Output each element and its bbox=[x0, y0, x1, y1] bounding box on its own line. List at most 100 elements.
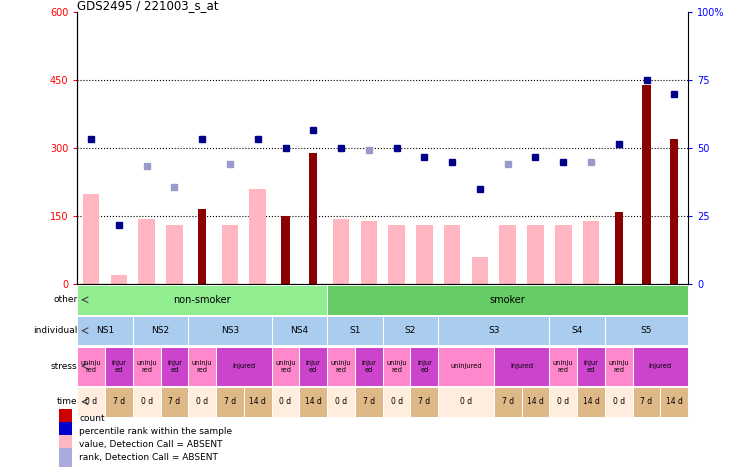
Bar bbox=[472, 257, 488, 284]
Bar bbox=[383, 387, 411, 417]
Bar bbox=[281, 216, 290, 284]
Bar bbox=[577, 387, 605, 417]
Bar bbox=[605, 387, 633, 417]
Bar bbox=[411, 347, 438, 385]
Bar bbox=[132, 387, 160, 417]
Bar bbox=[272, 347, 300, 385]
Bar bbox=[333, 219, 350, 284]
Text: 7 d: 7 d bbox=[502, 397, 514, 406]
Bar bbox=[605, 316, 688, 346]
Bar bbox=[59, 410, 72, 428]
Text: 7 d: 7 d bbox=[113, 397, 125, 406]
Text: 14 d: 14 d bbox=[582, 397, 599, 406]
Bar bbox=[633, 347, 688, 385]
Text: uninju
red: uninju red bbox=[609, 360, 629, 373]
Bar bbox=[300, 387, 328, 417]
Bar bbox=[198, 210, 206, 284]
Bar bbox=[328, 316, 383, 346]
Bar bbox=[438, 387, 494, 417]
Text: uninju
red: uninju red bbox=[81, 360, 102, 373]
Bar bbox=[605, 347, 633, 385]
Text: injured: injured bbox=[510, 363, 533, 369]
Bar bbox=[660, 387, 688, 417]
Bar bbox=[132, 347, 160, 385]
Text: 7 d: 7 d bbox=[363, 397, 375, 406]
Bar bbox=[555, 225, 572, 284]
Bar bbox=[383, 347, 411, 385]
Bar bbox=[643, 84, 651, 284]
Bar bbox=[216, 387, 244, 417]
Bar bbox=[105, 387, 132, 417]
Text: NS1: NS1 bbox=[96, 326, 114, 335]
Text: 7 d: 7 d bbox=[418, 397, 431, 406]
Bar bbox=[522, 387, 549, 417]
Text: injured: injured bbox=[233, 363, 255, 369]
Bar bbox=[59, 422, 72, 441]
Text: NS4: NS4 bbox=[291, 326, 308, 335]
Bar bbox=[444, 225, 461, 284]
Bar bbox=[549, 347, 577, 385]
Bar bbox=[670, 139, 679, 284]
Bar bbox=[105, 347, 132, 385]
Bar bbox=[188, 387, 216, 417]
Text: 14 d: 14 d bbox=[250, 397, 266, 406]
Bar bbox=[110, 275, 127, 284]
Bar bbox=[549, 387, 577, 417]
Bar bbox=[132, 316, 188, 346]
Text: non-smoker: non-smoker bbox=[174, 295, 231, 305]
Bar bbox=[494, 347, 549, 385]
Text: count: count bbox=[79, 414, 105, 423]
Text: S1: S1 bbox=[349, 326, 361, 335]
Bar bbox=[438, 347, 494, 385]
Text: time: time bbox=[57, 397, 77, 406]
Text: uninju
red: uninju red bbox=[192, 360, 213, 373]
Text: NS3: NS3 bbox=[221, 326, 239, 335]
Text: injur
ed: injur ed bbox=[417, 360, 432, 373]
Bar bbox=[160, 387, 188, 417]
Text: injur
ed: injur ed bbox=[306, 360, 321, 373]
Text: rank, Detection Call = ABSENT: rank, Detection Call = ABSENT bbox=[79, 453, 219, 462]
Text: percentile rank within the sample: percentile rank within the sample bbox=[79, 427, 233, 436]
Text: 14 d: 14 d bbox=[305, 397, 322, 406]
Bar bbox=[59, 435, 72, 454]
Bar bbox=[300, 347, 328, 385]
Text: value, Detection Call = ABSENT: value, Detection Call = ABSENT bbox=[79, 440, 223, 449]
Bar bbox=[577, 347, 605, 385]
Text: GDS2495 / 221003_s_at: GDS2495 / 221003_s_at bbox=[77, 0, 219, 12]
Text: 7 d: 7 d bbox=[224, 397, 236, 406]
Text: injur
ed: injur ed bbox=[111, 360, 127, 373]
Bar bbox=[383, 316, 438, 346]
Text: 7 d: 7 d bbox=[640, 397, 653, 406]
Bar bbox=[250, 189, 266, 284]
Text: injur
ed: injur ed bbox=[584, 360, 598, 373]
Bar bbox=[355, 387, 383, 417]
Text: S2: S2 bbox=[405, 326, 416, 335]
Text: uninju
red: uninju red bbox=[330, 360, 351, 373]
Bar bbox=[499, 225, 516, 284]
Bar bbox=[222, 225, 238, 284]
Text: injur
ed: injur ed bbox=[167, 360, 182, 373]
Text: uninju
red: uninju red bbox=[275, 360, 296, 373]
Bar bbox=[549, 316, 605, 346]
Bar bbox=[272, 387, 300, 417]
Text: NS2: NS2 bbox=[152, 326, 169, 335]
Text: uninjured: uninjured bbox=[450, 363, 482, 369]
Bar bbox=[328, 285, 688, 315]
Bar bbox=[527, 225, 544, 284]
Text: injur
ed: injur ed bbox=[361, 360, 376, 373]
Text: uninju
red: uninju red bbox=[136, 360, 157, 373]
Text: smoker: smoker bbox=[489, 295, 526, 305]
Bar bbox=[615, 212, 623, 284]
Text: S3: S3 bbox=[488, 326, 500, 335]
Bar bbox=[77, 285, 328, 315]
Bar bbox=[355, 347, 383, 385]
Bar bbox=[244, 387, 272, 417]
Text: 0 d: 0 d bbox=[335, 397, 347, 406]
Text: 14 d: 14 d bbox=[666, 397, 683, 406]
Text: 0 d: 0 d bbox=[557, 397, 569, 406]
Bar bbox=[77, 316, 132, 346]
Text: 0 d: 0 d bbox=[391, 397, 403, 406]
Bar bbox=[188, 347, 216, 385]
Bar bbox=[328, 347, 355, 385]
Text: individual: individual bbox=[33, 326, 77, 335]
